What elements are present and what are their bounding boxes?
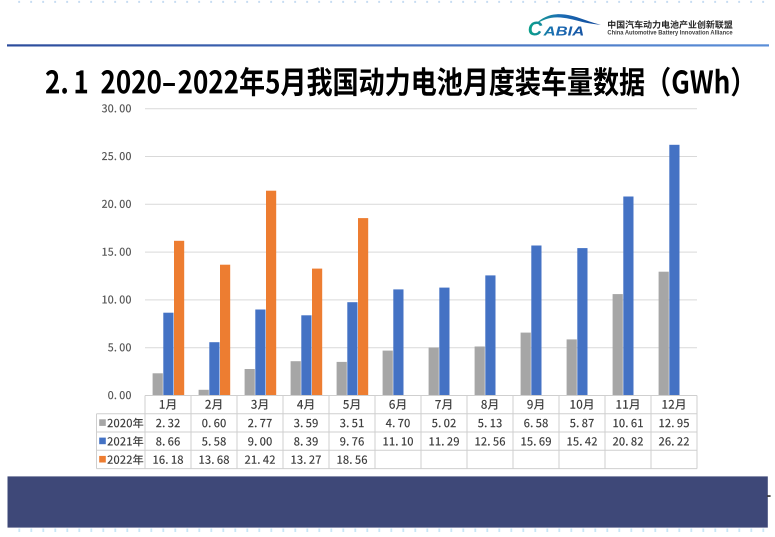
- svg-text:ABIA: ABIA: [542, 24, 584, 39]
- svg-text:China Automotive Battery Innov: China Automotive Battery Innovation Alli…: [607, 30, 733, 37]
- svg-text:C: C: [528, 19, 543, 41]
